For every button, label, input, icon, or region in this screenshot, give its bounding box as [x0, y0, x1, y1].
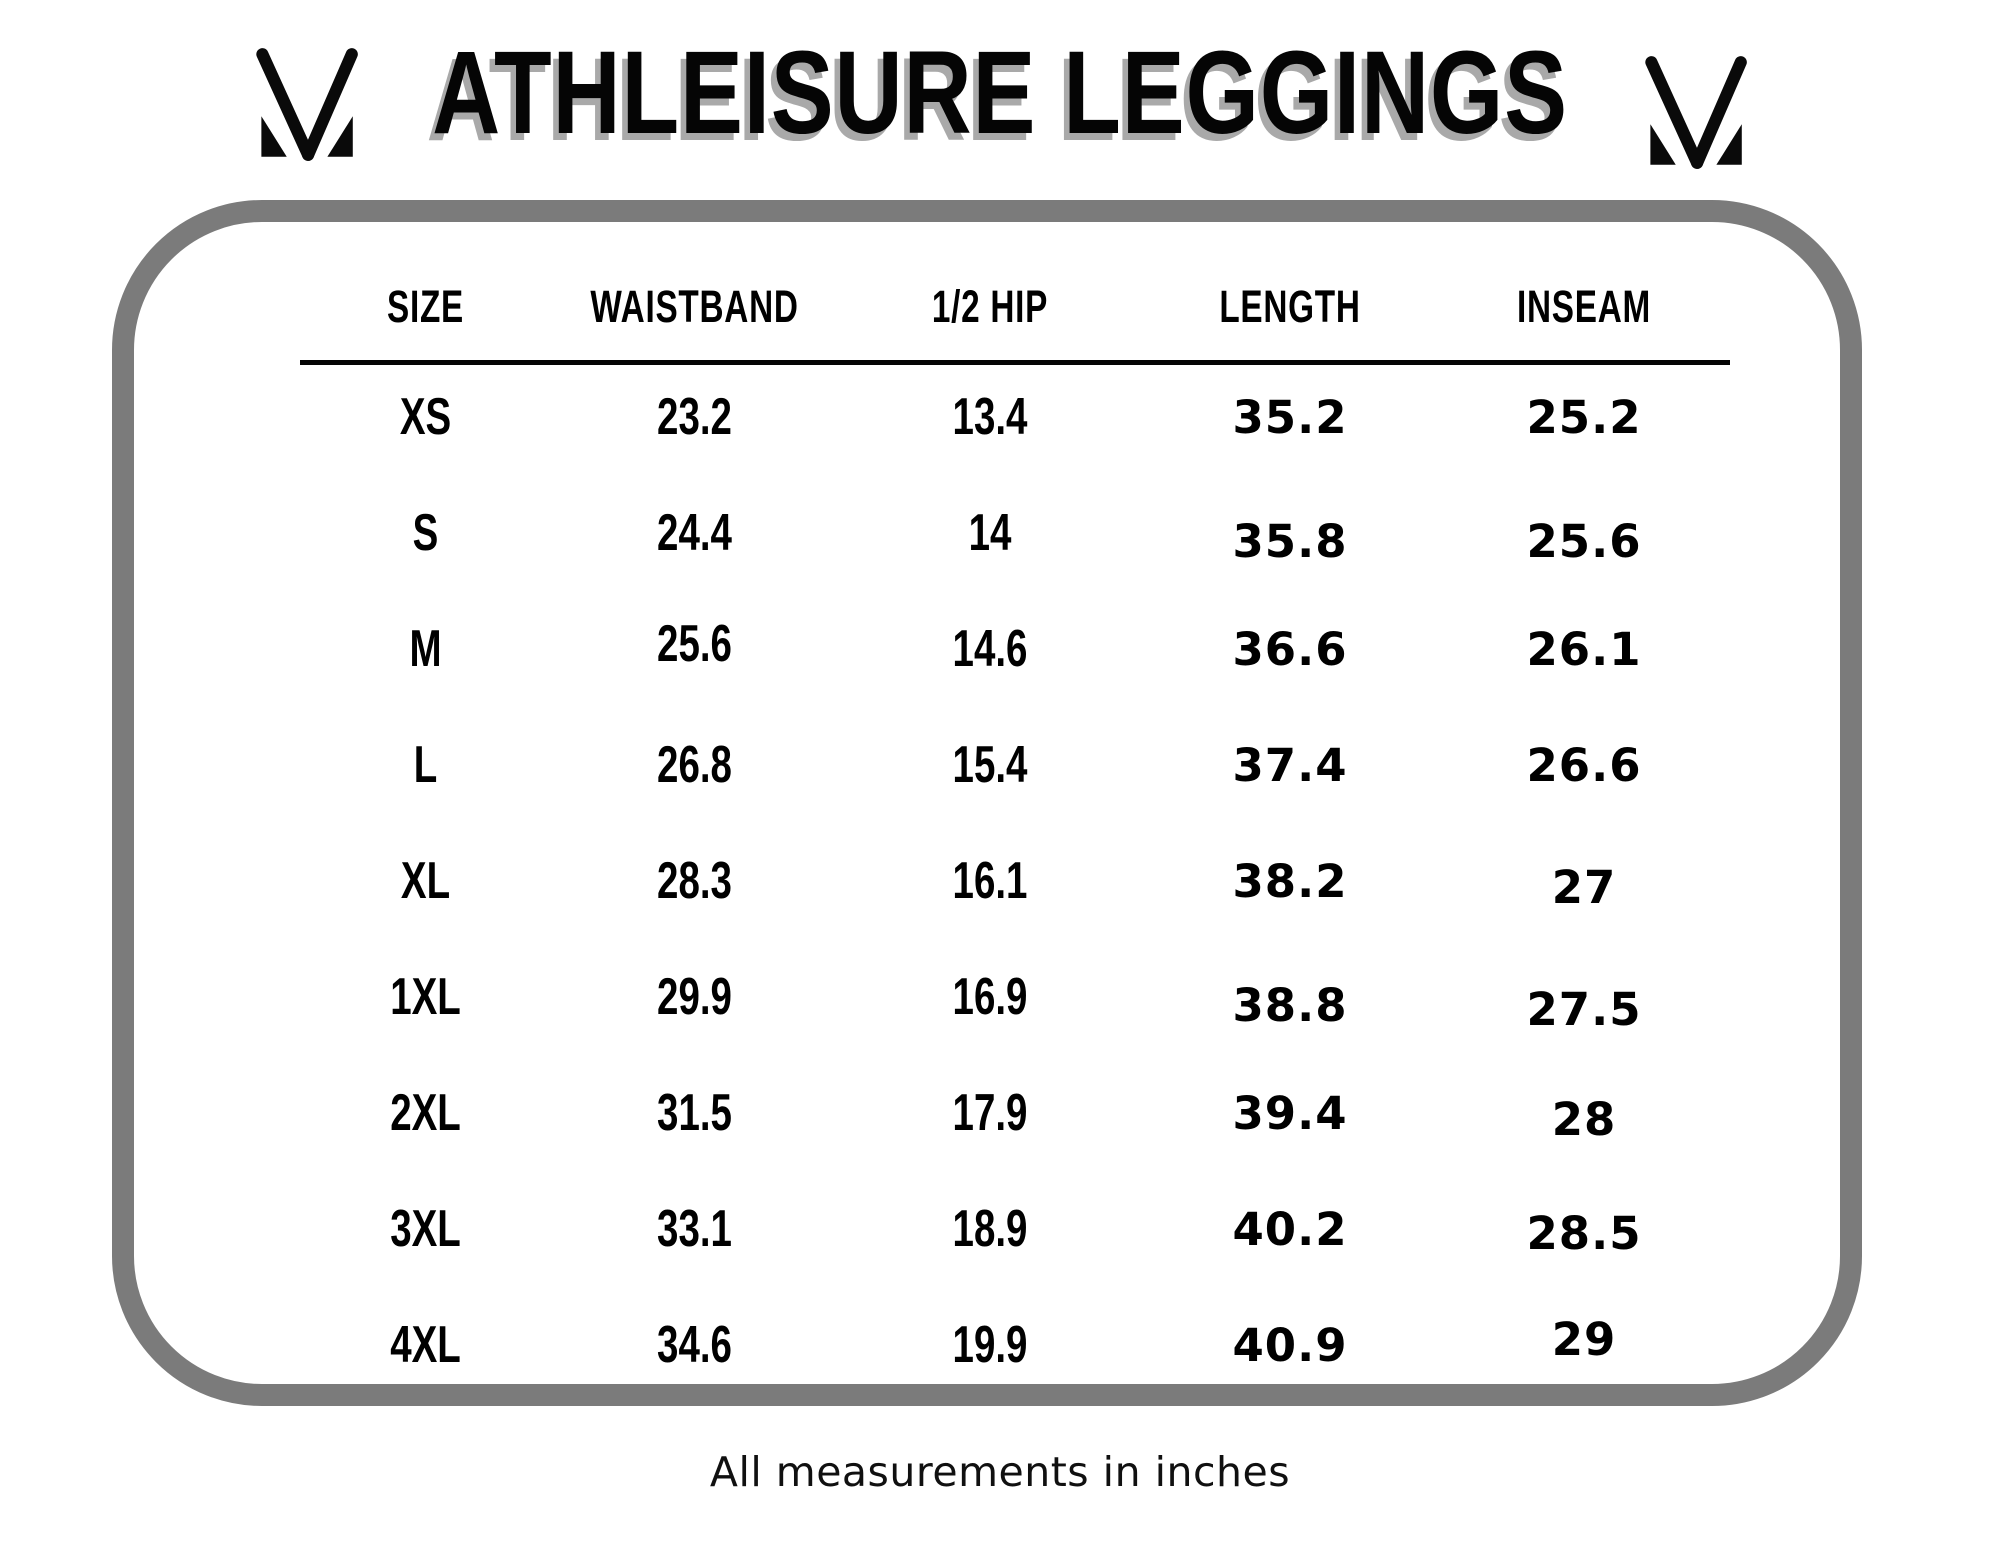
value-cell: 16.9: [952, 968, 1028, 1026]
value-cell: 28.5: [1526, 1206, 1642, 1260]
header-cell: SIZE: [387, 281, 464, 332]
value-cell: 31.5: [657, 1084, 732, 1142]
value-cell: 25.6: [657, 615, 732, 673]
value-cell: 13.4: [952, 388, 1028, 446]
table-row: XL 28.3 16.1 38.2 27: [300, 823, 1730, 939]
value-cell: 24.4: [657, 504, 732, 562]
table-row: 4XL 34.6 19.9 40.9 29: [300, 1287, 1730, 1403]
value-cell: 38.8: [1232, 978, 1348, 1032]
header-divider-line: [300, 360, 1730, 365]
size-chart-table: SIZE WAISTBAND 1/2 HIP LENGTH INSEAM XS 23.2 1…: [300, 222, 1730, 1384]
mv-monogram-icon: [256, 48, 358, 161]
value-cell: 14: [968, 504, 1012, 562]
value-cell: 29.9: [657, 968, 732, 1026]
value-cell: 27.5: [1526, 982, 1642, 1036]
table-row: S 24.4 14 35.8 25.6: [300, 475, 1730, 591]
value-cell: 40.2: [1232, 1202, 1348, 1256]
value-cell: 26.1: [1526, 622, 1642, 676]
size-cell: 3XL: [390, 1200, 461, 1258]
value-cell: 28: [1551, 1092, 1617, 1146]
value-cell: 25.6: [1526, 514, 1642, 568]
header-cell: WAISTBAND: [590, 281, 799, 332]
header-cell: 1/2 HIP: [931, 281, 1049, 332]
value-cell: 15.4: [952, 736, 1028, 794]
header-cell: LENGTH: [1219, 281, 1361, 332]
value-cell: 17.9: [952, 1084, 1028, 1142]
size-cell: 2XL: [390, 1084, 461, 1142]
size-chart-box: SIZE WAISTBAND 1/2 HIP LENGTH INSEAM XS 23.2 1…: [112, 200, 1862, 1406]
value-cell: 27: [1551, 860, 1617, 914]
page-title: ATHLEISURE LEGGINGS: [432, 27, 1568, 159]
value-cell: 40.9: [1232, 1318, 1348, 1372]
size-cell: XL: [400, 852, 451, 910]
table-row: L 26.8 15.4 37.4 26.6: [300, 707, 1730, 823]
table-row: 1XL 29.9 16.9 38.8 27.5: [300, 939, 1730, 1055]
value-cell: 26.8: [657, 736, 732, 794]
value-cell: 29: [1551, 1312, 1617, 1366]
value-cell: 14.6: [952, 620, 1028, 678]
size-cell: M: [409, 620, 442, 678]
value-cell: 39.4: [1232, 1086, 1348, 1140]
brand-logo-left: [236, 40, 368, 167]
value-cell: 36.6: [1232, 622, 1348, 676]
table-row: XS 23.2 13.4 35.2 25.2: [300, 359, 1730, 475]
value-cell: 34.6: [657, 1316, 732, 1374]
value-cell: 19.9: [952, 1316, 1028, 1374]
measurements-footnote: All measurements in inches: [709, 1448, 1291, 1496]
mv-monogram-icon: [1645, 56, 1747, 169]
table-row: 2XL 31.5 17.9 39.4 28: [300, 1055, 1730, 1171]
value-cell: 38.2: [1232, 854, 1348, 908]
value-cell: 23.2: [657, 388, 732, 446]
value-cell: 37.4: [1232, 738, 1348, 792]
value-cell: 18.9: [952, 1200, 1028, 1258]
brand-logo-right: [1625, 48, 1757, 175]
size-cell: XS: [399, 388, 452, 446]
value-cell: 26.6: [1526, 738, 1642, 792]
header-cell: INSEAM: [1517, 281, 1651, 332]
size-cell: 1XL: [390, 968, 461, 1026]
size-cell: L: [413, 736, 438, 794]
value-cell: 35.2: [1232, 390, 1348, 444]
value-cell: 35.8: [1232, 514, 1348, 568]
value-cell: 28.3: [657, 852, 732, 910]
table-body: XS 23.2 13.4 35.2 25.2 S 24.4 14 35.8 25.6 M 25.6 14…: [300, 359, 1730, 1403]
value-cell: 33.1: [657, 1200, 732, 1258]
header-row: SIZE WAISTBAND 1/2 HIP LENGTH INSEAM: [300, 257, 1730, 357]
size-cell: 4XL: [390, 1316, 461, 1374]
value-cell: 25.2: [1526, 390, 1642, 444]
size-cell: S: [412, 504, 439, 562]
table-row: M 25.6 14.6 36.6 26.1: [300, 591, 1730, 707]
table-row: 3XL 33.1 18.9 40.2 28.5: [300, 1171, 1730, 1287]
value-cell: 16.1: [952, 852, 1028, 910]
